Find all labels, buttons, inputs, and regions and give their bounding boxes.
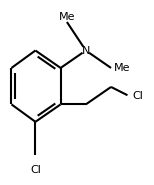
Text: Me: Me: [59, 12, 75, 22]
Text: Cl: Cl: [132, 91, 143, 101]
Text: N: N: [82, 46, 90, 56]
Text: Me: Me: [113, 63, 130, 73]
Text: Cl: Cl: [30, 165, 41, 175]
